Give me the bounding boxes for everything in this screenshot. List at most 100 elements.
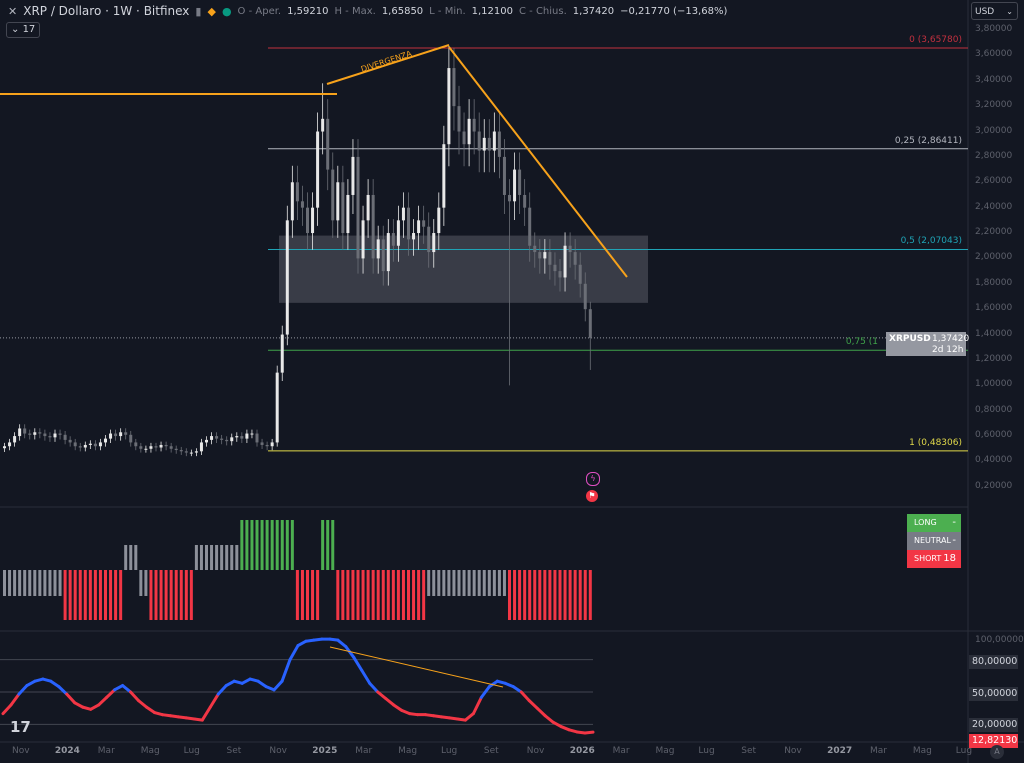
signal-bar-short: [164, 570, 168, 620]
close-icon[interactable]: ✕: [8, 4, 18, 18]
candle-body: [184, 451, 188, 453]
close-value: 1,37420: [572, 5, 615, 17]
signal-bar-neutral: [205, 545, 208, 570]
signal-bar-short: [73, 570, 77, 620]
flag-icon[interactable]: ▮: [195, 4, 202, 18]
lightning-event-icon[interactable]: ϟ: [586, 472, 600, 486]
signal-bar-short: [588, 570, 592, 620]
signal-bar-neutral: [462, 570, 466, 596]
time-tick: Nov: [269, 746, 287, 756]
signal-bar-short: [371, 570, 375, 620]
candle-body: [432, 233, 436, 253]
signal-bar-neutral: [199, 545, 203, 570]
candle-body: [462, 131, 466, 145]
candle-body: [149, 446, 153, 449]
signal-bar-short: [407, 570, 410, 620]
candle-body: [169, 446, 173, 449]
indicators-toggle[interactable]: ⌄ 17: [6, 22, 41, 38]
candle-body: [386, 233, 390, 272]
time-tick: Mag: [912, 746, 932, 756]
signal-bar-short: [184, 570, 188, 620]
signal-bar-short: [391, 570, 395, 620]
candle-body: [179, 450, 183, 452]
signal-bar-neutral: [432, 570, 436, 596]
oscillator-line-segment: [336, 638, 348, 649]
signal-bar-neutral: [220, 545, 224, 570]
time-tick: Set: [483, 746, 499, 756]
symbol-title[interactable]: XRP / Dollaro · 1W · Bitfinex: [23, 4, 190, 18]
oscillator-line-segment: [280, 658, 292, 683]
oscillator-line-segment: [105, 688, 117, 699]
signal-bar-long: [250, 520, 254, 570]
signal-bar-short: [548, 570, 552, 620]
candle-body: [407, 207, 410, 240]
signal-summary-table: LONG - NEUTRAL - SHORT 18: [907, 514, 961, 568]
signal-bar-neutral: [8, 570, 12, 596]
signal-bar-short: [341, 570, 345, 620]
price-tick: 0,40000: [975, 455, 1013, 466]
signal-bar-short: [412, 570, 416, 620]
candle-body: [300, 201, 304, 208]
signal-bar-short: [68, 570, 72, 620]
signal-bar-neutral: [129, 545, 133, 570]
candle-body: [63, 434, 67, 440]
signal-bar-short: [538, 570, 542, 620]
time-tick: Nov: [784, 746, 802, 756]
signal-bar-neutral: [487, 570, 491, 596]
oscillator-line-segment: [471, 695, 483, 716]
price-tick: 3,40000: [975, 74, 1013, 85]
candle-body: [159, 444, 163, 448]
candle-body: [412, 233, 416, 240]
signal-bar-short: [381, 570, 385, 620]
time-tick: Nov: [526, 746, 545, 756]
oscillator-line-segment: [9, 692, 21, 707]
fib-level-label: 0,75 (1: [845, 337, 878, 348]
candle-body: [523, 194, 527, 208]
auto-scale-button[interactable]: A: [990, 745, 1004, 759]
signal-bar-neutral: [447, 570, 451, 596]
candle-body: [321, 118, 325, 132]
signal-bar-short: [518, 570, 522, 620]
signal-bar-long: [240, 520, 244, 570]
candle-body: [23, 428, 27, 434]
signal-bar-short: [508, 570, 511, 620]
signal-bar-short: [306, 570, 309, 620]
signal-bar-neutral: [18, 570, 22, 596]
signal-bar-short: [376, 570, 380, 620]
candle-body: [194, 451, 198, 453]
currency-select[interactable]: USD ⌄: [971, 2, 1018, 20]
signal-bar-neutral: [457, 570, 461, 596]
tradingview-logo[interactable]: 17: [10, 718, 31, 736]
signal-bar-short: [396, 570, 400, 620]
candle-body: [487, 137, 491, 151]
oscillator-line-segment: [543, 714, 555, 724]
price-tick: 3,60000: [975, 49, 1013, 60]
candle-body: [356, 156, 360, 259]
oscillator-line-segment: [352, 655, 364, 672]
time-tick: Lug: [698, 746, 715, 756]
signal-bar-neutral: [492, 570, 496, 596]
signal-bar-long: [270, 520, 274, 570]
candle-body: [210, 436, 214, 440]
signal-bar-neutral: [477, 570, 481, 596]
candle-body: [33, 432, 37, 435]
signal-bar-short: [98, 570, 102, 620]
divergence-label: DIVERGENZA: [360, 49, 413, 74]
divergence-line: [326, 44, 450, 85]
signal-bar-long: [280, 520, 284, 570]
high-label: H - Max.: [334, 5, 376, 17]
oscillator-line-segment: [487, 679, 499, 689]
price-tick: 3,00000: [975, 125, 1013, 136]
signal-bar-short: [109, 570, 113, 620]
time-tick: Lug: [441, 746, 458, 756]
signal-bar-short: [583, 570, 587, 620]
signal-bar-neutral: [134, 545, 138, 570]
candle-body: [3, 446, 6, 449]
candle-body: [235, 436, 239, 438]
us-flag-event-icon[interactable]: ⚑: [586, 490, 598, 502]
candle-body: [295, 182, 299, 202]
oscillator-line-segment: [256, 679, 268, 689]
downtrend-line: [448, 46, 628, 278]
time-tick: Mag: [398, 746, 418, 756]
